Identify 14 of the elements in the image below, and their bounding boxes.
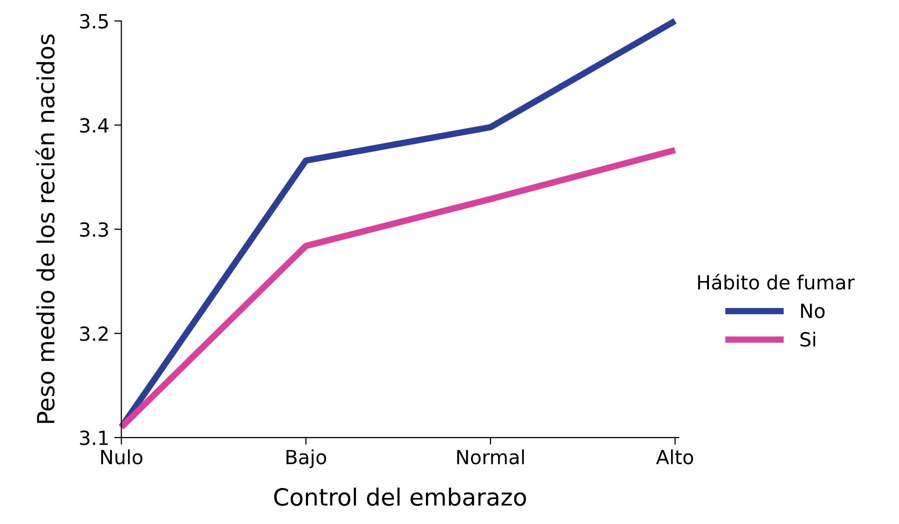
x-tick-label: Normal [457, 449, 524, 464]
legend-label: No [801, 304, 825, 318]
legend-label: Si [800, 332, 816, 347]
y-tick-label: 3.3 [80, 222, 108, 237]
x-tick-label: Alto [656, 449, 694, 464]
x-tick-label: Nulo [101, 449, 142, 464]
legend-title: Hábito de fumar [698, 274, 855, 290]
y-tick-label: 3.4 [80, 118, 108, 133]
x-tick-label: Bajo [286, 449, 326, 468]
y-tick-label: 3.2 [80, 326, 108, 342]
y-tick-label: 3.5 [80, 14, 108, 29]
x-axis-title: Control del embarazo [274, 488, 526, 506]
y-tick-label: 3.1 [80, 430, 108, 446]
y-axis-title: Peso medio de los recién nacidos [35, 34, 55, 423]
